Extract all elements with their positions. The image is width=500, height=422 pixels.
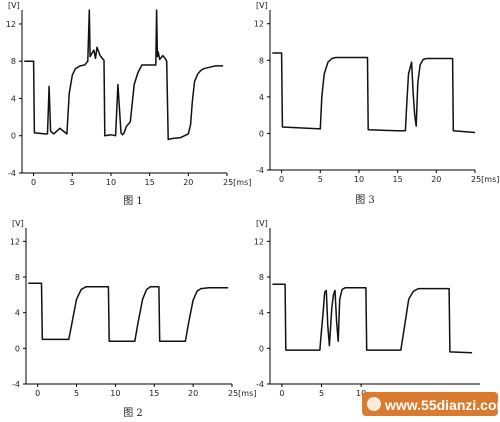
watermark: www.55dianzi.com (362, 392, 500, 416)
y-tick-label: -4 (256, 380, 264, 389)
y-tick-label: 4 (259, 93, 264, 102)
x-tick-label: 0 (279, 389, 284, 398)
chart-panel-2: [V] 12 8 4 0 -4 0 5 10 15 20 25[ms] 图 3 (254, 1, 500, 206)
y-tick-label: -4 (256, 166, 264, 175)
figure-caption: 图 1 (123, 195, 143, 207)
x-tick-label: 0 (31, 178, 36, 187)
x-tick-label: 15 (145, 178, 155, 187)
x-tick-label: 25[ms] (228, 389, 256, 398)
x-tick-label: 15 (393, 175, 403, 184)
series-line-1 (272, 283, 473, 354)
x-tick-label: 10 (356, 389, 366, 398)
watermark-box (362, 392, 498, 416)
y-tick-label: 4 (11, 94, 16, 103)
y-tick-label: 4 (259, 309, 264, 318)
y-tick-label: 12 (254, 237, 264, 246)
y-tick-label: 0 (259, 129, 264, 138)
y-tick-label: 8 (15, 273, 20, 282)
x-tick-label: 20 (431, 175, 441, 184)
chart-panel-3: [V] 12 8 4 0 -4 0 5 10 15 20 25[ms] 图 2 (10, 219, 257, 419)
y-tick-label: 8 (259, 273, 264, 282)
x-tick-label: 0 (279, 175, 284, 184)
chart-panel-4: [V] 12 8 4 0 -4 0 5 10 (254, 219, 480, 398)
x-tick-label: 25[ms] (223, 178, 251, 187)
chart-panel-1: [V] 12 8 4 0 -4 0 5 10 15 20 25[ms] 图 1 (6, 1, 252, 207)
x-tick-label: 10 (110, 389, 120, 398)
watermark-logo-icon (367, 397, 381, 411)
y-tick-label: 0 (15, 344, 20, 353)
series-line-1 (272, 52, 476, 134)
x-tick-label: 25[ms] (471, 175, 499, 184)
watermark-text: www.55dianzi.com (384, 397, 500, 413)
series-line-1 (24, 9, 224, 141)
y-unit-label: [V] (8, 1, 20, 10)
y-tick-label: 12 (6, 20, 16, 29)
y-tick-label: -4 (12, 380, 20, 389)
x-tick-label: 20 (188, 389, 198, 398)
chart-panels: [V] 12 8 4 0 -4 0 5 10 15 20 25[ms] 图 1 [V] 12 8 4 0 -4 0 5 1… (6, 1, 500, 419)
x-tick-label: 10 (106, 178, 116, 187)
y-tick-label: -4 (8, 169, 16, 178)
y-tick-label: 8 (11, 57, 16, 66)
y-tick-label: 4 (15, 309, 20, 318)
figure-caption: 图 3 (355, 194, 375, 206)
y-tick-label: 8 (259, 56, 264, 65)
y-tick-label: 12 (254, 20, 264, 29)
x-tick-label: 5 (319, 389, 324, 398)
y-unit-label: [V] (12, 219, 24, 228)
x-tick-label: 20 (183, 178, 193, 187)
x-tick-label: 10 (354, 175, 364, 184)
series-line-1 (28, 282, 229, 342)
x-tick-label: 0 (35, 389, 40, 398)
y-unit-label: [V] (256, 1, 268, 10)
x-tick-label: 15 (149, 389, 159, 398)
x-tick-label: 5 (70, 178, 75, 187)
y-unit-label: [V] (256, 219, 268, 228)
y-tick-label: 0 (259, 344, 264, 353)
figure-caption: 图 2 (123, 407, 143, 418)
x-tick-label: 5 (74, 389, 79, 398)
x-tick-label: 5 (318, 175, 323, 184)
y-tick-label: 12 (10, 237, 20, 246)
y-tick-label: 0 (11, 132, 16, 141)
